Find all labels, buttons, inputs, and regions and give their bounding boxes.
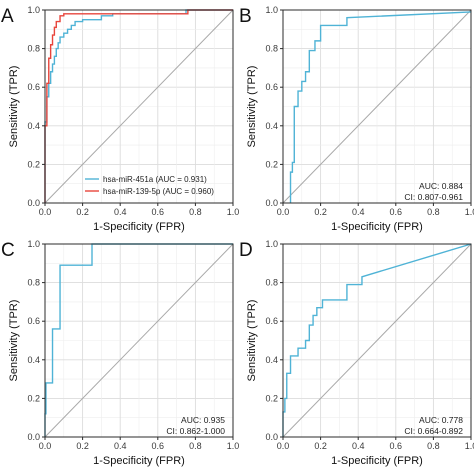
- y-tick-label: 0.0: [265, 432, 278, 442]
- auc-annotation: AUC: 0.778: [419, 415, 463, 425]
- y-tick-label: 0.0: [27, 432, 40, 442]
- roc-curve-series-1: [44, 9, 233, 203]
- y-tick-label: 0.8: [265, 44, 278, 54]
- roc-curve-series-2: [44, 9, 233, 203]
- y-tick-label: 0.6: [265, 316, 278, 326]
- x-tick-label: 0.6: [390, 207, 403, 217]
- x-tick-label: 0.6: [390, 441, 403, 451]
- diagonal-reference-line: [44, 243, 234, 438]
- y-tick-label: 0.2: [27, 393, 40, 403]
- x-tick-label: 1.0: [227, 441, 240, 451]
- roc-curve-series-1: [289, 11, 472, 203]
- y-axis-title: Sensitivity (TPR): [246, 300, 258, 382]
- diagonal-reference-line: [282, 243, 472, 438]
- plot-border: [44, 9, 234, 204]
- x-tick-label: 0.4: [352, 441, 365, 451]
- roc-curve-series-1: [44, 243, 233, 437]
- x-tick-label: 0.0: [39, 207, 52, 217]
- x-tick-label: 0.6: [152, 207, 165, 217]
- roc-panel-c: 0.0 0.2 0.4 0.6 0.8 1.0 0.0 0.2 0.4 0.6 0.8 1.0 1-Sp…: [1, 239, 239, 467]
- y-axis-title: Sensitivity (TPR): [8, 300, 20, 382]
- roc-panel-a: 0.0 0.2 0.4 0.6 0.8 1.0 0.0 0.2 0.4 0.6 0.8 1.0 1-Sp…: [1, 5, 239, 233]
- x-axis-title: 1-Specificity (FPR): [331, 455, 423, 467]
- plot-border: [282, 243, 472, 438]
- x-tick-label: 1.0: [227, 207, 240, 217]
- y-axis-title: Sensitivity (TPR): [246, 66, 258, 148]
- diagonal-reference-line: [282, 9, 472, 204]
- x-tick-label: 0.4: [114, 207, 127, 217]
- x-tick-label: 0.2: [76, 441, 89, 451]
- x-tick-label: 0.8: [427, 441, 440, 451]
- x-tick-label: 0.4: [352, 207, 365, 217]
- x-tick-label: 0.2: [314, 441, 327, 451]
- plot-border: [282, 9, 472, 204]
- y-tick-label: 0.4: [27, 121, 40, 131]
- x-tick-label: 0.8: [189, 441, 202, 451]
- x-tick-label: 0.0: [277, 207, 290, 217]
- auc-annotation: AUC: 0.884: [419, 181, 463, 191]
- y-tick-label: 0.8: [27, 44, 40, 54]
- x-axis-title: 1-Specificity (FPR): [331, 221, 423, 233]
- x-tick-label: 0.6: [152, 441, 165, 451]
- diagonal-reference-line: [44, 9, 234, 204]
- y-tick-label: 0.2: [265, 159, 278, 169]
- plot-border: [44, 243, 234, 438]
- y-tick-label: 0.4: [27, 355, 40, 365]
- y-axis-title: Sensitivity (TPR): [8, 66, 20, 148]
- y-tick-label: 1.0: [265, 5, 278, 15]
- legend-entry-1: hsa-miR-451a (AUC = 0.931): [103, 175, 207, 184]
- y-tick-label: 0.8: [27, 278, 40, 288]
- x-tick-label: 0.0: [277, 441, 290, 451]
- ci-annotation: CI: 0.664-0.892: [404, 426, 463, 436]
- x-tick-label: 0.2: [76, 207, 89, 217]
- x-tick-label: 0.4: [114, 441, 127, 451]
- panel-label: A: [1, 6, 14, 27]
- x-tick-label: 0.8: [189, 207, 202, 217]
- x-tick-label: 0.0: [39, 441, 52, 451]
- y-tick-label: 0.4: [265, 121, 278, 131]
- x-axis-title: 1-Specificity (FPR): [93, 221, 185, 233]
- y-tick-label: 0.4: [265, 355, 278, 365]
- y-tick-label: 1.0: [27, 239, 40, 249]
- y-tick-label: 0.0: [265, 198, 278, 208]
- y-tick-label: 0.2: [265, 393, 278, 403]
- roc-panel-d: 0.0 0.2 0.4 0.6 0.8 1.0 0.0 0.2 0.4 0.6 0.8 1.0 1-Sp…: [239, 239, 474, 467]
- panel-label: C: [1, 240, 15, 261]
- y-tick-label: 0.6: [27, 82, 40, 92]
- auc-annotation: AUC: 0.935: [181, 415, 225, 425]
- y-tick-label: 1.0: [27, 5, 40, 15]
- roc-curve-series-1: [282, 243, 472, 437]
- panel-label: D: [239, 240, 253, 261]
- x-axis-title: 1-Specificity (FPR): [93, 455, 185, 467]
- roc-panel-b: 0.0 0.2 0.4 0.6 0.8 1.0 0.0 0.2 0.4 0.6 0.8 1.0 1-Sp…: [239, 5, 474, 233]
- x-tick-label: 0.8: [427, 207, 440, 217]
- y-tick-label: 1.0: [265, 239, 278, 249]
- y-tick-label: 0.2: [27, 159, 40, 169]
- y-tick-label: 0.6: [265, 82, 278, 92]
- panel-label: B: [239, 6, 252, 27]
- x-tick-label: 1.0: [465, 207, 474, 217]
- ci-annotation: CI: 0.862-1.000: [166, 426, 225, 436]
- x-tick-label: 0.2: [314, 207, 327, 217]
- x-tick-label: 1.0: [465, 441, 474, 451]
- y-tick-label: 0.8: [265, 278, 278, 288]
- legend-entry-2: hsa-miR-139-5p (AUC = 0.960): [103, 187, 214, 196]
- legend: hsa-miR-451a (AUC = 0.931) hsa-miR-139-5p…: [85, 175, 214, 196]
- y-tick-label: 0.0: [27, 198, 40, 208]
- y-tick-label: 0.6: [27, 316, 40, 326]
- ci-annotation: CI: 0.807-0.961: [404, 192, 463, 202]
